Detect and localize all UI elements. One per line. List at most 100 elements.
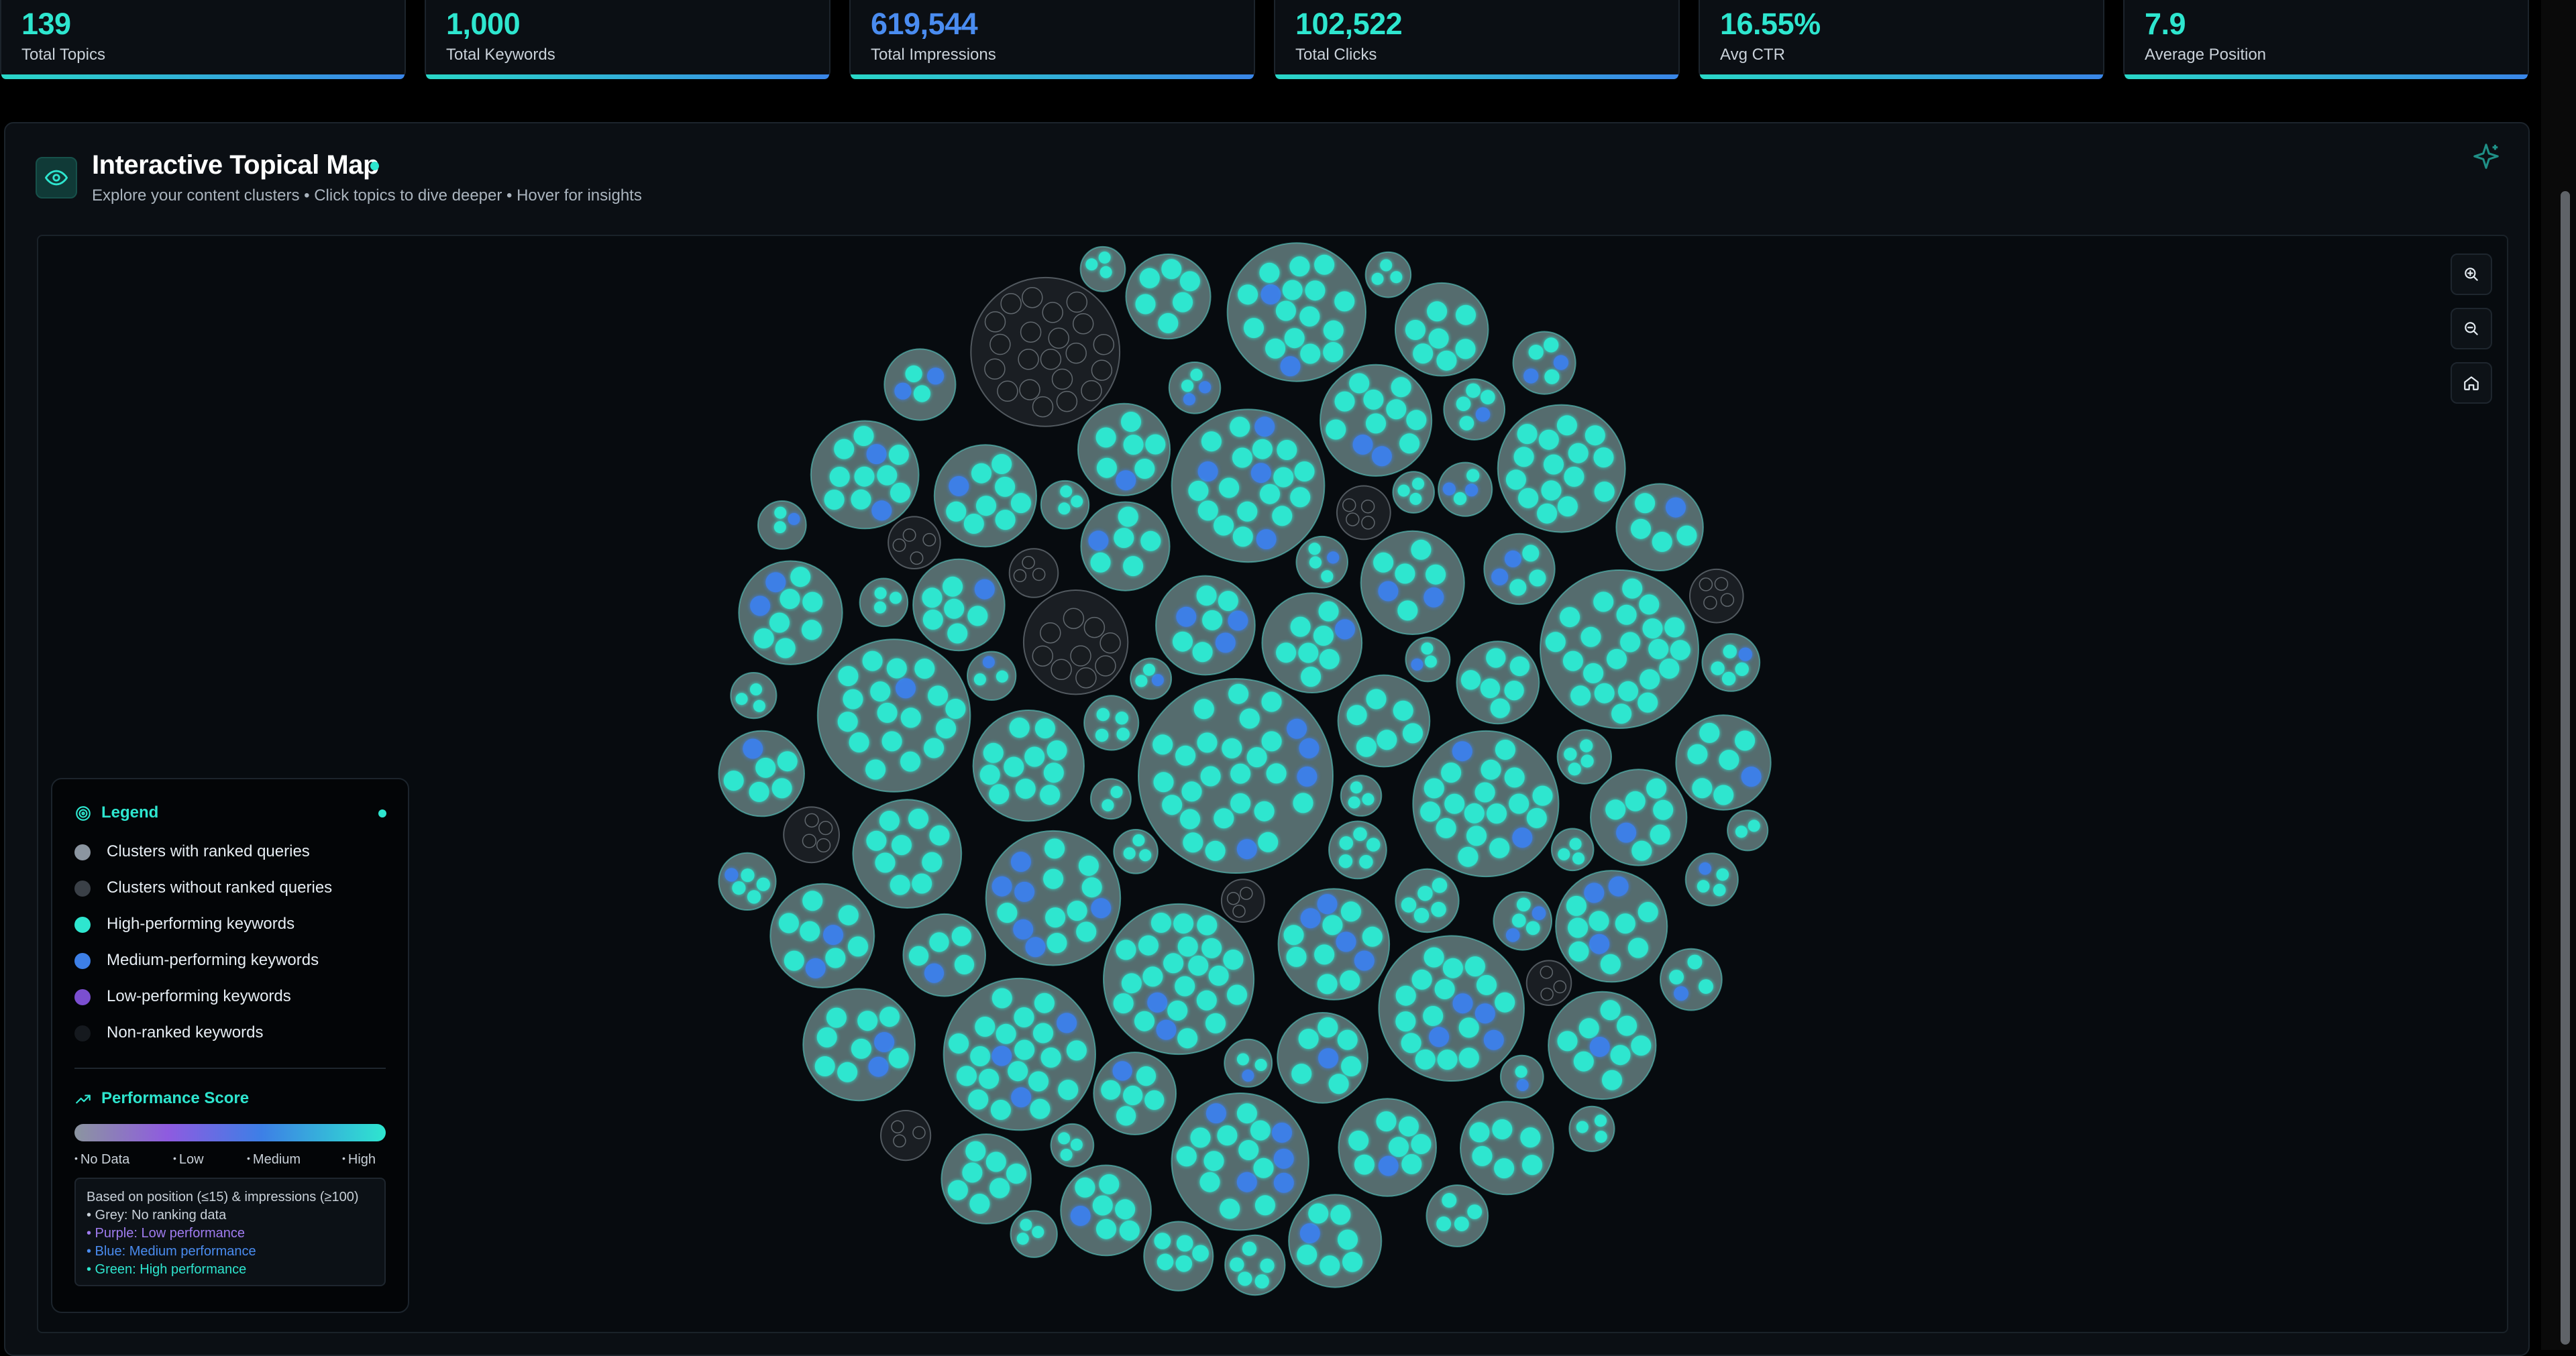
keyword-dot-high[interactable]	[1642, 618, 1663, 639]
keyword-dot-high[interactable]	[1640, 669, 1660, 689]
keyword-dot-high[interactable]	[1220, 1198, 1240, 1219]
keyword-dot-high[interactable]	[1348, 796, 1360, 809]
keyword-dot-non-ranked[interactable]	[1018, 349, 1039, 370]
keyword-dot-high[interactable]	[1181, 380, 1194, 392]
keyword-dot-high[interactable]	[1723, 644, 1737, 659]
topic-cluster-ranked[interactable]	[1338, 1098, 1437, 1197]
keyword-dot-high[interactable]	[947, 623, 968, 644]
keyword-dot-medium[interactable]	[1354, 950, 1375, 971]
topic-cluster-ranked[interactable]	[1130, 657, 1173, 700]
keyword-dot-high[interactable]	[1173, 631, 1193, 652]
keyword-dot-high[interactable]	[1526, 807, 1547, 828]
keyword-dot-medium[interactable]	[1378, 581, 1399, 602]
keyword-dot-high[interactable]	[1058, 1080, 1079, 1100]
keyword-dot-medium[interactable]	[1491, 568, 1509, 585]
keyword-dot-high[interactable]	[1568, 941, 1589, 962]
keyword-dot-high[interactable]	[1034, 718, 1055, 739]
keyword-dot-high[interactable]	[1298, 1029, 1319, 1050]
keyword-dot-high[interactable]	[924, 738, 945, 758]
keyword-dot-high[interactable]	[1518, 488, 1539, 508]
keyword-dot-high[interactable]	[1253, 1157, 1274, 1178]
keyword-dot-high[interactable]	[802, 891, 823, 911]
keyword-dot-high[interactable]	[1580, 626, 1601, 647]
keyword-dot-high[interactable]	[1197, 500, 1218, 521]
keyword-dot-high[interactable]	[979, 1068, 1000, 1089]
keyword-dot-high[interactable]	[1413, 343, 1434, 364]
keyword-dot-high[interactable]	[874, 601, 886, 614]
keyword-dot-non-ranked[interactable]	[1063, 608, 1085, 629]
topic-cluster-ranked[interactable]	[730, 672, 777, 720]
topic-cluster-ranked[interactable]	[1224, 1038, 1273, 1088]
keyword-dot-high[interactable]	[890, 591, 902, 604]
keyword-dot-high[interactable]	[1096, 457, 1117, 478]
keyword-dot-high[interactable]	[1145, 434, 1166, 455]
keyword-dot-high[interactable]	[1432, 878, 1448, 893]
keyword-dot-high[interactable]	[1291, 1064, 1312, 1084]
topic-cluster-ranked[interactable]	[1405, 636, 1451, 683]
keyword-dot-medium[interactable]	[1483, 1029, 1504, 1050]
keyword-dot-high[interactable]	[1456, 304, 1476, 325]
keyword-dot-high[interactable]	[1114, 528, 1134, 549]
keyword-dot-high[interactable]	[1436, 1217, 1452, 1231]
keyword-dot-high[interactable]	[1664, 617, 1685, 638]
keyword-dot-high[interactable]	[1339, 836, 1354, 850]
keyword-dot-high[interactable]	[1676, 525, 1697, 546]
topic-cluster-ranked[interactable]	[1077, 402, 1171, 496]
keyword-dot-high[interactable]	[905, 365, 922, 383]
keyword-dot-high[interactable]	[881, 731, 902, 752]
keyword-dot-high[interactable]	[1622, 578, 1643, 599]
keyword-dot-high[interactable]	[1458, 1017, 1479, 1038]
keyword-dot-high[interactable]	[1420, 801, 1441, 822]
keyword-dot-high[interactable]	[1034, 993, 1055, 1013]
keyword-dot-high[interactable]	[1631, 840, 1652, 861]
keyword-dot-high[interactable]	[1568, 443, 1589, 463]
keyword-dot-high[interactable]	[1512, 913, 1526, 927]
keyword-dot-medium[interactable]	[949, 475, 969, 496]
keyword-dot-high[interactable]	[825, 948, 846, 968]
keyword-dot-high[interactable]	[1250, 1120, 1271, 1141]
keyword-dot-medium[interactable]	[750, 596, 771, 616]
keyword-dot-high[interactable]	[1713, 785, 1734, 805]
keyword-dot-high[interactable]	[1297, 1245, 1318, 1265]
keyword-dot-medium[interactable]	[1411, 658, 1424, 671]
keyword-dot-medium[interactable]	[1336, 931, 1356, 952]
keyword-dot-high[interactable]	[1020, 1219, 1032, 1231]
keyword-dot-high[interactable]	[1317, 974, 1338, 995]
keyword-dot-high[interactable]	[1183, 832, 1203, 853]
keyword-dot-high[interactable]	[989, 784, 1010, 805]
topic-cluster-ranked[interactable]	[1113, 829, 1159, 874]
keyword-dot-high[interactable]	[1431, 901, 1446, 917]
keyword-dot-high[interactable]	[1467, 1204, 1483, 1219]
keyword-dot-high[interactable]	[1401, 897, 1417, 913]
keyword-dot-high[interactable]	[951, 926, 971, 946]
keyword-dot-high[interactable]	[1138, 935, 1159, 956]
keyword-dot-medium[interactable]	[1183, 393, 1195, 406]
keyword-dot-high[interactable]	[1167, 1001, 1188, 1021]
keyword-dot-medium[interactable]	[927, 368, 945, 385]
topic-cluster-ranked[interactable]	[1483, 532, 1556, 606]
keyword-dot-high[interactable]	[1142, 966, 1163, 987]
keyword-dot-high[interactable]	[1308, 1203, 1329, 1224]
topic-cluster-ranked[interactable]	[1426, 1184, 1489, 1247]
keyword-dot-high[interactable]	[1230, 1257, 1244, 1272]
keyword-dot-high[interactable]	[922, 587, 943, 608]
keyword-dot-high[interactable]	[1338, 854, 1353, 868]
keyword-dot-high[interactable]	[1175, 1255, 1193, 1272]
keyword-dot-high[interactable]	[991, 454, 1012, 474]
keyword-dot-high[interactable]	[1188, 955, 1209, 976]
keyword-dot-high[interactable]	[800, 921, 820, 942]
keyword-dot-high[interactable]	[1322, 915, 1343, 936]
keyword-dot-high[interactable]	[1593, 447, 1614, 468]
keyword-dot-high[interactable]	[1459, 416, 1474, 431]
keyword-dot-high[interactable]	[1570, 685, 1591, 706]
keyword-dot-non-ranked[interactable]	[1032, 396, 1054, 418]
keyword-dot-high[interactable]	[1113, 993, 1134, 1014]
keyword-dot-high[interactable]	[1282, 280, 1303, 300]
keyword-dot-medium[interactable]	[1429, 1027, 1450, 1048]
keyword-dot-high[interactable]	[1134, 459, 1155, 479]
keyword-dot-medium[interactable]	[1147, 992, 1168, 1013]
keyword-dot-high[interactable]	[773, 521, 786, 534]
keyword-dot-high[interactable]	[929, 932, 949, 952]
keyword-dot-high[interactable]	[1110, 786, 1123, 798]
keyword-dot-high[interactable]	[1639, 594, 1660, 615]
